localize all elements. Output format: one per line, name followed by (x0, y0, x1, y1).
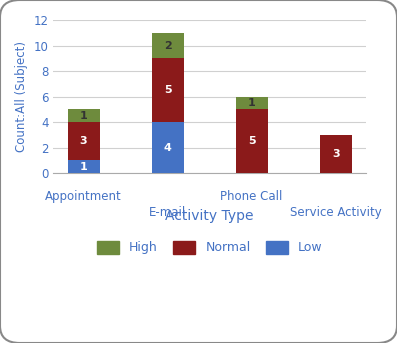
Bar (152, 58, 183, 122)
Legend: High, Normal, Low: High, Normal, Low (90, 235, 329, 261)
Text: Service Activity: Service Activity (290, 206, 382, 220)
Bar (320, 135, 352, 173)
Bar (152, 33, 183, 58)
Bar (67, 122, 100, 160)
Text: E-mail: E-mail (149, 206, 186, 220)
Text: Phone Call: Phone Call (220, 190, 283, 203)
Bar (152, 122, 183, 173)
X-axis label: Activity Type: Activity Type (166, 209, 254, 223)
Bar (236, 96, 268, 109)
Text: 1: 1 (248, 98, 256, 108)
Bar (67, 160, 100, 173)
Text: 2: 2 (164, 40, 172, 50)
Bar (236, 109, 268, 173)
Text: 1: 1 (80, 162, 87, 172)
Text: 4: 4 (164, 143, 172, 153)
Text: 3: 3 (332, 149, 339, 159)
Text: 1: 1 (80, 111, 87, 121)
Text: 5: 5 (248, 136, 255, 146)
Bar (67, 109, 100, 122)
Y-axis label: Count:All (Subject): Count:All (Subject) (15, 41, 28, 152)
Text: Appointment: Appointment (45, 190, 122, 203)
Text: 5: 5 (164, 85, 172, 95)
Text: 3: 3 (80, 136, 87, 146)
